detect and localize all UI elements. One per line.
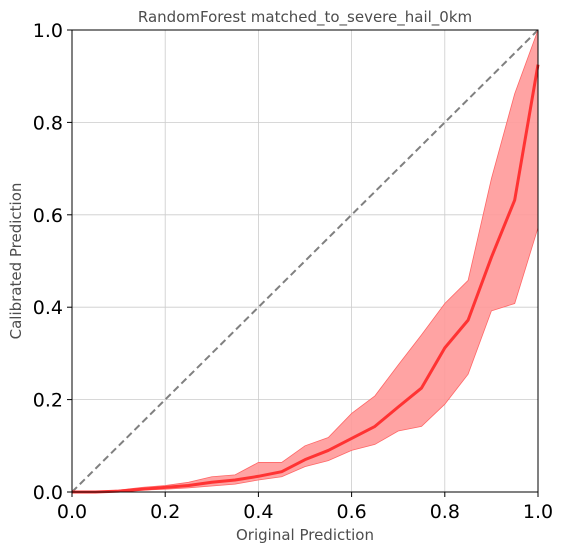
perfect-calibration-line <box>71 29 539 493</box>
reference-diagonal <box>71 29 539 493</box>
x-axis-ticks: 0.0 0.2 0.4 0.6 0.8 1.0 <box>57 492 553 523</box>
y-tick-label: 0.6 <box>33 205 63 227</box>
y-tick-label: 0.0 <box>33 482 63 504</box>
plot-frame <box>71 29 539 493</box>
x-tick-label: 0.2 <box>150 501 180 523</box>
y-tick-label: 0.2 <box>33 390 63 412</box>
x-tick-label: 0.4 <box>243 501 273 523</box>
x-tick-label: 0.0 <box>57 501 87 523</box>
y-tick-label: 1.0 <box>33 20 63 42</box>
calibration-line <box>72 64 540 494</box>
x-tick-label: 0.8 <box>430 501 460 523</box>
x-tick-label: 1.0 <box>523 501 553 523</box>
x-tick-label: 0.6 <box>336 501 366 523</box>
y-axis-ticks: 0.0 0.2 0.4 0.6 0.8 1.0 <box>33 20 72 504</box>
chart-title: RandomForest matched_to_severe_hail_0km <box>138 8 472 27</box>
y-tick-label: 0.8 <box>33 112 63 134</box>
y-tick-label: 0.4 <box>33 297 63 319</box>
x-axis-label: Original Prediction <box>236 526 374 544</box>
y-axis-label: Calibrated Prediction <box>7 183 25 340</box>
calibration-series-line <box>72 64 540 494</box>
